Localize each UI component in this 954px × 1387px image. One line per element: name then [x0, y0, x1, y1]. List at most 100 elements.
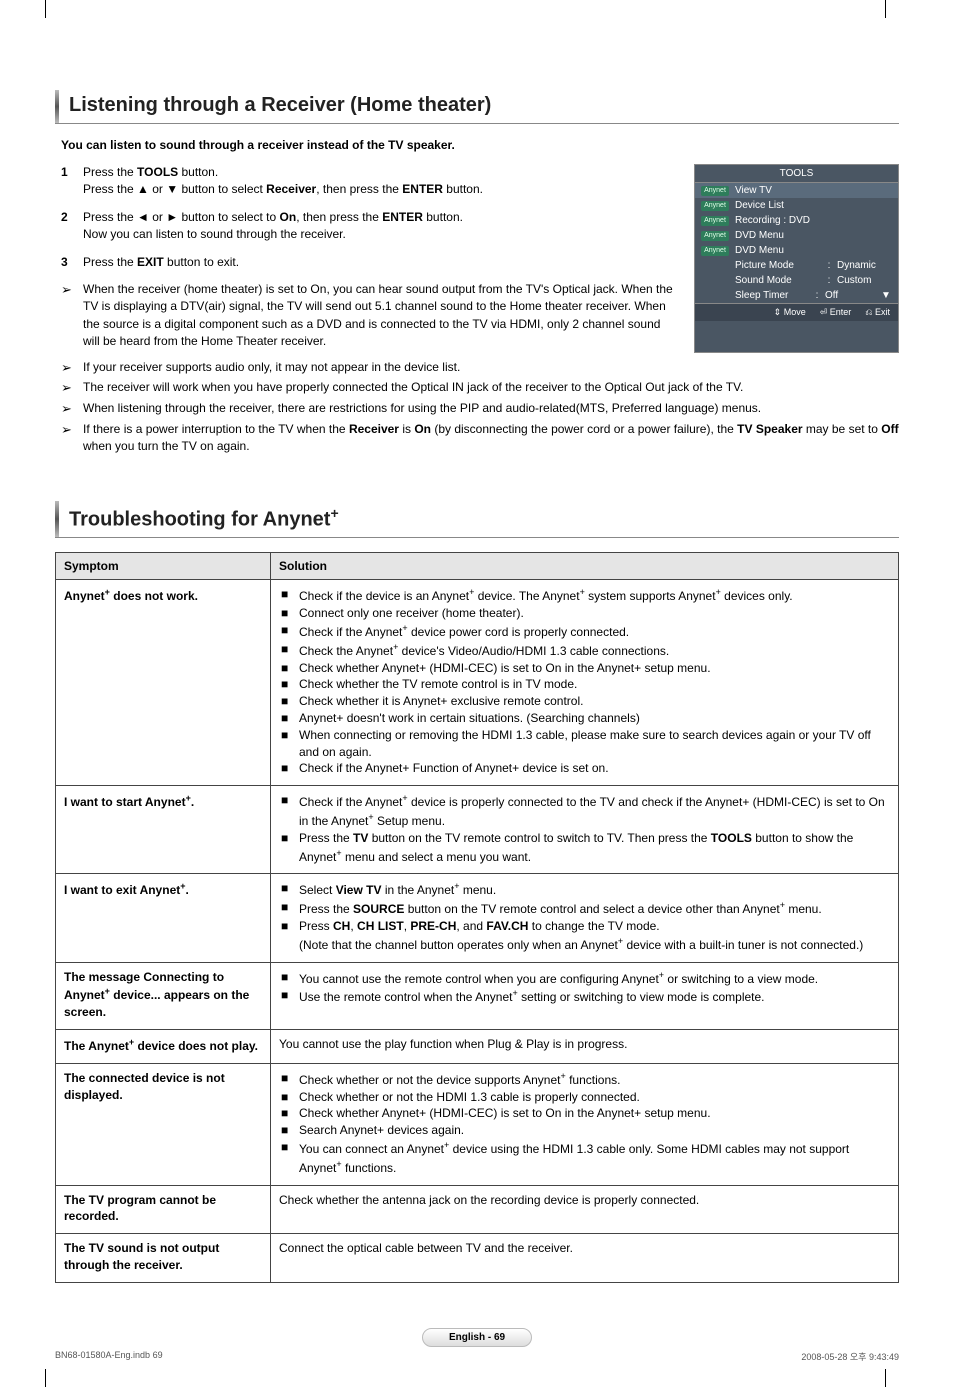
tools-value: Off	[825, 290, 880, 301]
nav-enter: Enter	[830, 307, 852, 317]
section-title: Troubleshooting for Anynet+	[69, 501, 339, 538]
step-number: 2	[61, 209, 83, 244]
cell-solution: ■Check whether or not the device support…	[271, 1063, 899, 1185]
note-text: If there is a power interruption to the …	[83, 421, 899, 456]
solution-text: Press the TV button on the TV remote con…	[299, 830, 890, 866]
section-body: 1Press the TOOLS button.Press the ▲ or ▼…	[55, 164, 899, 353]
bullet-icon: ■	[279, 660, 299, 677]
step-text: Press the TOOLS button.Press the ▲ or ▼ …	[83, 164, 676, 199]
solution-item: ■Check whether Anynet+ (HDMI-CEC) is set…	[279, 1105, 890, 1122]
tools-colon: :	[821, 275, 837, 286]
table-row: I want to exit Anynet+.■Select View TV i…	[56, 874, 899, 962]
solution-text: Check if the Anynet+ Function of Anynet+…	[299, 760, 890, 777]
chevron-down-icon: ▼	[880, 290, 892, 301]
solution-list: ■You cannot use the remote control when …	[279, 969, 890, 1007]
anynet-badge-icon: Anynet	[701, 201, 729, 211]
cell-solution: ■Select View TV in the Anynet+ menu.■Pre…	[271, 874, 899, 962]
solution-text: Check whether or not the device supports…	[299, 1070, 890, 1089]
tools-panel: TOOLS AnynetView TVAnynetDevice ListAnyn…	[694, 164, 899, 353]
tools-row[interactable]: Sleep Timer:Off▼	[695, 288, 898, 303]
arrow-icon: ➢	[61, 421, 83, 456]
tools-row[interactable]: AnynetView TV	[695, 183, 898, 198]
cell-symptom: I want to exit Anynet+.	[56, 874, 271, 962]
footer-right: 2008-05-28 오후 9:43:49	[801, 1350, 899, 1363]
cell-solution: You cannot use the play function when Pl…	[271, 1030, 899, 1064]
solution-item: ■Connect only one receiver (home theater…	[279, 605, 890, 622]
solution-text: You can connect an Anynet+ device using …	[299, 1139, 890, 1177]
anynet-badge-icon: Anynet	[701, 246, 729, 256]
bullet-icon: ■	[279, 969, 299, 988]
nav-move: Move	[784, 307, 806, 317]
tools-label: Picture Mode	[735, 260, 821, 271]
solution-text: Use the remote control when the Anynet+ …	[299, 987, 890, 1006]
bullet-icon: ■	[279, 693, 299, 710]
notes-list: ➢When the receiver (home theater) is set…	[61, 281, 676, 351]
heading-bar	[55, 501, 59, 538]
bullet-icon: ■	[279, 918, 299, 954]
cell-solution: ■Check if the device is an Anynet+ devic…	[271, 580, 899, 786]
solution-item: ■When connecting or removing the HDMI 1.…	[279, 727, 890, 761]
note-item: ➢When listening through the receiver, th…	[61, 400, 899, 419]
cell-symptom: The TV sound is not output through the r…	[56, 1234, 271, 1283]
table-row: The message Connecting to Anynet+ device…	[56, 962, 899, 1029]
anynet-badge-icon: Anynet	[701, 231, 729, 241]
step-number: 3	[61, 254, 83, 271]
tools-label: DVD Menu	[735, 230, 892, 241]
nav-enter-icon: ⏎ Enter	[820, 307, 852, 318]
solution-list: ■Select View TV in the Anynet+ menu.■Pre…	[279, 880, 890, 953]
bullet-icon: ■	[279, 1105, 299, 1122]
note-item: ➢If your receiver supports audio only, i…	[61, 359, 899, 378]
solution-item: ■Press the SOURCE button on the TV remot…	[279, 899, 890, 918]
section-body-left: 1Press the TOOLS button.Press the ▲ or ▼…	[55, 164, 676, 353]
solution-item: ■Search Anynet+ devices again.	[279, 1122, 890, 1139]
solution-item: ■Check whether or not the device support…	[279, 1070, 890, 1089]
th-solution: Solution	[271, 553, 899, 580]
section-title: Listening through a Receiver (Home theat…	[69, 90, 491, 123]
table-row: The connected device is not displayed.■C…	[56, 1063, 899, 1185]
solution-text: Connect only one receiver (home theater)…	[299, 605, 890, 622]
bullet-icon: ■	[279, 622, 299, 641]
tools-row[interactable]: Anynet DVD Menu	[695, 228, 898, 243]
tools-row[interactable]: Picture Mode:Dynamic	[695, 258, 898, 273]
tools-row[interactable]: AnynetRecording : DVD	[695, 213, 898, 228]
bullet-icon: ■	[279, 830, 299, 866]
anynet-badge-icon: Anynet	[701, 216, 729, 226]
cell-symptom: The Anynet+ device does not play.	[56, 1030, 271, 1064]
solution-text: Check if the Anynet+ device power cord i…	[299, 622, 890, 641]
cell-solution: Check whether the antenna jack on the re…	[271, 1185, 899, 1234]
tools-label: Sound Mode	[735, 275, 821, 286]
bullet-icon: ■	[279, 676, 299, 693]
bullet-icon: ■	[279, 641, 299, 660]
note-item: ➢If there is a power interruption to the…	[61, 421, 899, 456]
bullet-icon: ■	[279, 792, 299, 830]
solution-text: Search Anynet+ devices again.	[299, 1122, 890, 1139]
bullet-icon: ■	[279, 880, 299, 899]
bullet-icon: ■	[279, 605, 299, 622]
tools-colon: :	[821, 260, 837, 271]
bullet-icon: ■	[279, 1139, 299, 1177]
step: 1Press the TOOLS button.Press the ▲ or ▼…	[61, 164, 676, 199]
table-row: The Anynet+ device does not play.You can…	[56, 1030, 899, 1064]
solution-text: Anynet+ doesn't work in certain situatio…	[299, 710, 890, 727]
tools-row[interactable]: AnynetDVD Menu	[695, 243, 898, 258]
solution-text: When connecting or removing the HDMI 1.3…	[299, 727, 890, 761]
table-body: Anynet+ does not work.■Check if the devi…	[56, 580, 899, 1282]
solution-list: ■Check if the Anynet+ device is properly…	[279, 792, 890, 865]
solution-item: ■Anynet+ doesn't work in certain situati…	[279, 710, 890, 727]
anynet-badge-icon: Anynet	[701, 186, 729, 196]
arrow-icon: ➢	[61, 400, 83, 419]
footer-left: BN68-01580A-Eng.indb 69	[55, 1350, 163, 1363]
cell-symptom: The message Connecting to Anynet+ device…	[56, 962, 271, 1029]
steps-list: 1Press the TOOLS button.Press the ▲ or ▼…	[61, 164, 676, 271]
step: 3Press the EXIT button to exit.	[61, 254, 676, 271]
tools-value: Dynamic	[837, 260, 892, 271]
tools-row[interactable]: AnynetDevice List	[695, 198, 898, 213]
tools-value: Custom	[837, 275, 892, 286]
tools-colon: :	[809, 290, 825, 301]
solution-text: Check whether or not the HDMI 1.3 cable …	[299, 1089, 890, 1106]
step-number: 1	[61, 164, 83, 199]
tools-row[interactable]: Sound Mode:Custom	[695, 273, 898, 288]
solution-text: Check whether Anynet+ (HDMI-CEC) is set …	[299, 660, 890, 677]
tools-items: AnynetView TVAnynetDevice ListAnynetReco…	[695, 183, 898, 303]
solution-text: Select View TV in the Anynet+ menu.	[299, 880, 890, 899]
